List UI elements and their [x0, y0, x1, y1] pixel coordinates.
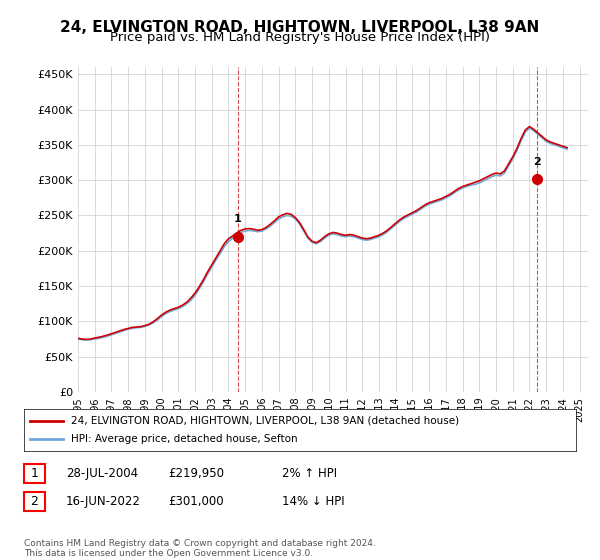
Text: HPI: Average price, detached house, Sefton: HPI: Average price, detached house, Seft…: [71, 434, 298, 444]
Text: 2: 2: [533, 157, 541, 167]
Text: Price paid vs. HM Land Registry's House Price Index (HPI): Price paid vs. HM Land Registry's House …: [110, 31, 490, 44]
Text: 16-JUN-2022: 16-JUN-2022: [66, 494, 141, 508]
Text: 2% ↑ HPI: 2% ↑ HPI: [282, 466, 337, 480]
Text: 28-JUL-2004: 28-JUL-2004: [66, 466, 138, 480]
Text: 2: 2: [31, 494, 38, 508]
Text: 1: 1: [31, 466, 38, 480]
Text: Contains HM Land Registry data © Crown copyright and database right 2024.
This d: Contains HM Land Registry data © Crown c…: [24, 539, 376, 558]
Text: 14% ↓ HPI: 14% ↓ HPI: [282, 494, 344, 508]
Text: 24, ELVINGTON ROAD, HIGHTOWN, LIVERPOOL, L38 9AN (detached house): 24, ELVINGTON ROAD, HIGHTOWN, LIVERPOOL,…: [71, 416, 459, 426]
Text: £219,950: £219,950: [168, 466, 224, 480]
Text: 1: 1: [234, 214, 242, 224]
Text: 24, ELVINGTON ROAD, HIGHTOWN, LIVERPOOL, L38 9AN: 24, ELVINGTON ROAD, HIGHTOWN, LIVERPOOL,…: [61, 20, 539, 35]
Text: £301,000: £301,000: [168, 494, 224, 508]
